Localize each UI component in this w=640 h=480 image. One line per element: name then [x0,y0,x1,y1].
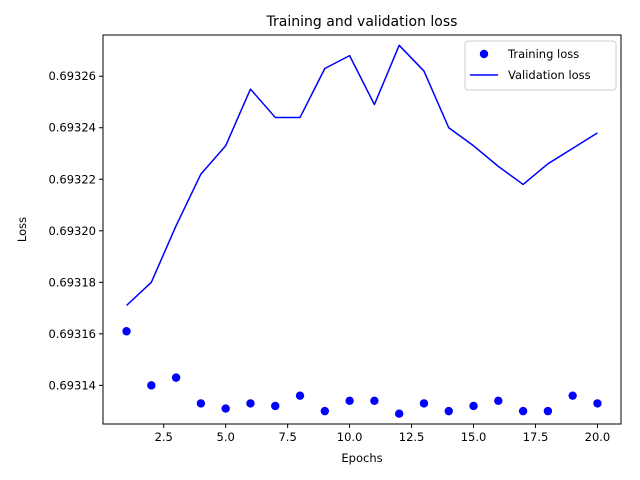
axes: 2.5 5.0 7.5 10.0 12.5 15.0 17.5 20.0 0.69314 0.69… [48,69,610,444]
plot-area [122,44,602,418]
training-loss-point [221,404,230,413]
x-tick-label: 17.5 [523,430,549,444]
legend-box [464,40,617,91]
training-loss-point [370,396,379,406]
validation-loss-line [126,44,598,307]
legend-training-marker [479,49,489,59]
x-tick-label: 20.0 [585,430,611,444]
y-tick-label: 0.69320 [48,224,96,238]
plot-frame [102,34,622,425]
training-loss-point [147,381,156,390]
x-tick-label: 10.0 [337,430,363,444]
training-loss-point [568,391,577,400]
training-loss-point [593,399,602,408]
training-loss-point [122,327,131,336]
training-loss-point [543,406,553,416]
training-loss-point [320,406,330,416]
training-loss-point [246,399,255,408]
chart-title: Training and validation loss [266,14,458,30]
y-tick-label: 0.69318 [48,275,96,289]
training-loss-point [345,396,354,406]
x-tick-label: 7.5 [278,430,296,444]
y-tick-label: 0.69314 [48,378,96,392]
y-tick-label: 0.69324 [48,121,96,135]
x-tick-label: 12.5 [399,430,425,444]
training-loss-point [295,391,305,400]
legend-training-label: Training loss [507,47,579,61]
training-loss-point [444,406,453,416]
x-tick-label: 5.0 [217,430,235,444]
legend-validation-label: Validation loss [508,68,591,82]
y-tick-label: 0.69316 [48,327,96,341]
x-tick-label: 15.0 [461,430,487,444]
training-loss-point [469,401,478,411]
training-loss-point [196,399,206,408]
x-tick-label: 2.5 [155,430,173,444]
training-loss-point [171,373,181,382]
training-loss-point [419,399,429,408]
training-loss-point [518,406,528,416]
y-axis-label: Loss [15,217,29,242]
y-tick-label: 0.69322 [48,172,96,186]
training-loss-point [271,401,280,411]
training-loss-point [394,409,404,418]
x-axis-label: Epochs [341,451,382,465]
y-tick-label: 0.69326 [48,69,96,83]
training-loss-point [494,396,503,406]
legend: Training loss Validation loss [464,40,617,91]
